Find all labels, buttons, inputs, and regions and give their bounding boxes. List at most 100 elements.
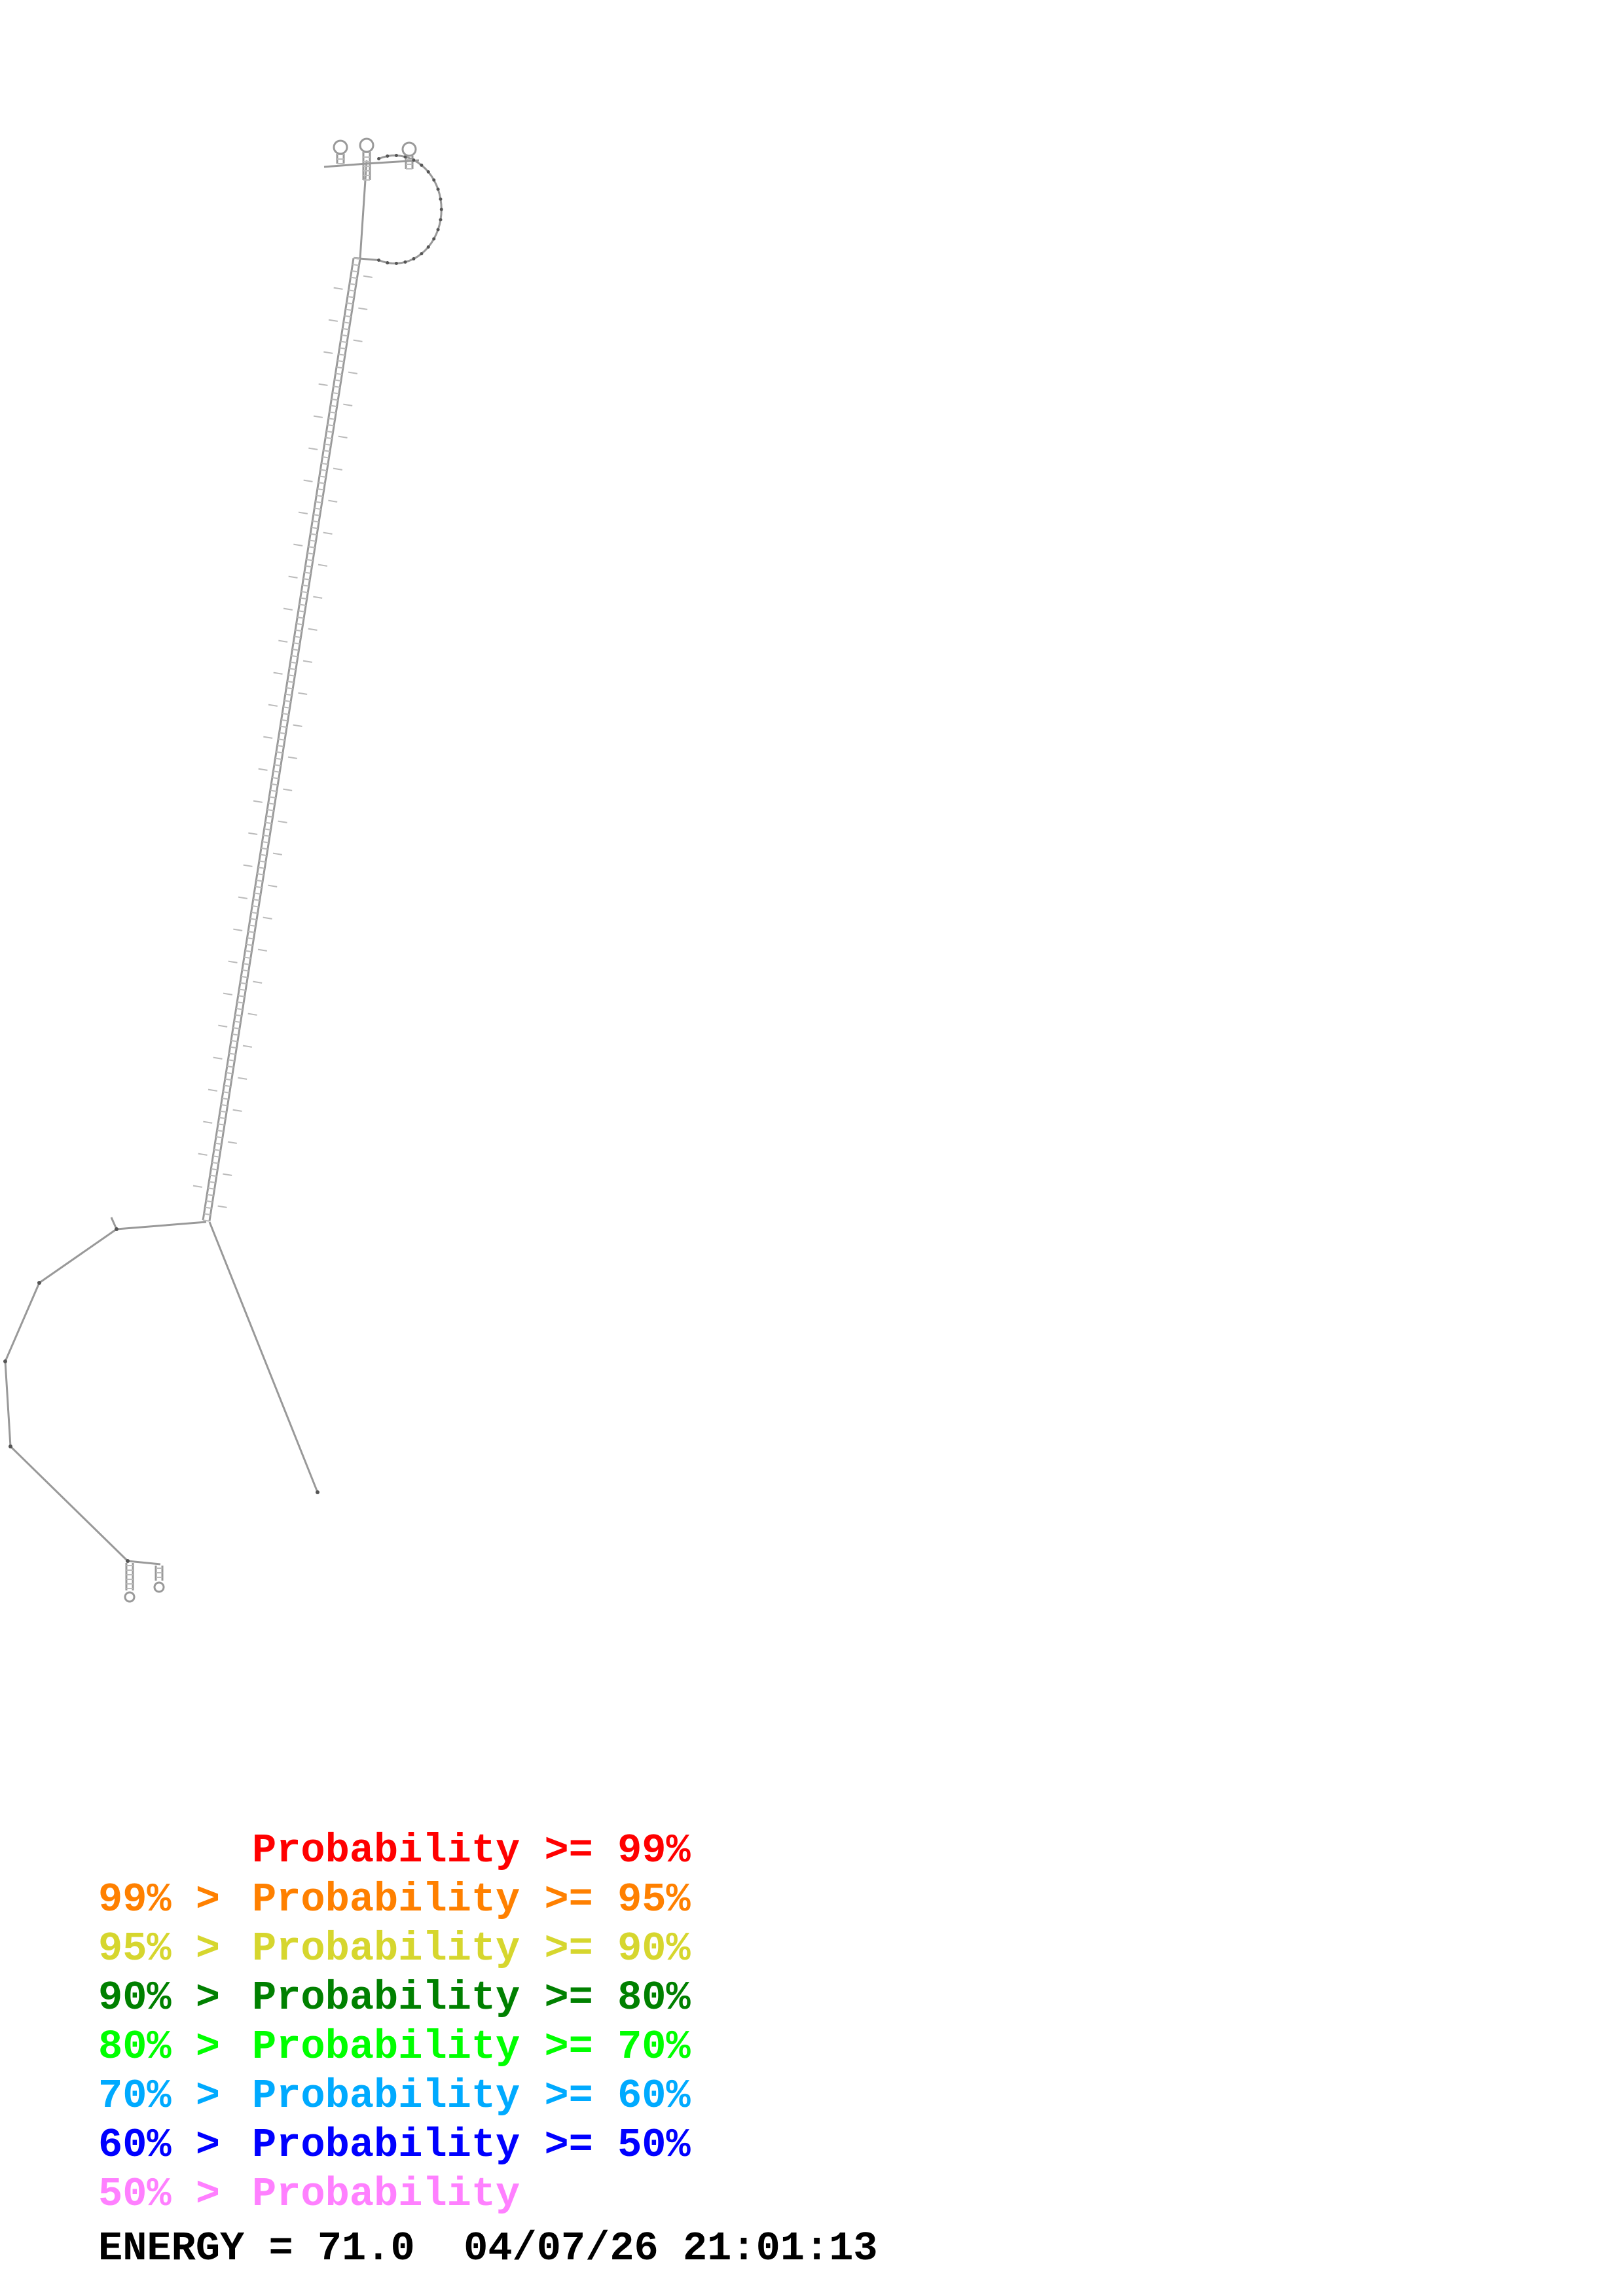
base-pair-bond: [289, 668, 296, 670]
nucleotide: [126, 1559, 130, 1563]
base-pair-bond: [310, 533, 318, 536]
legend-lower-bound: 70% >: [98, 2073, 221, 2119]
base-pair-bond: [344, 315, 352, 317]
base-pair-bond: [338, 353, 346, 356]
position-tick: [313, 596, 323, 599]
position-tick: [257, 948, 267, 952]
backbone-segment: [4, 1228, 129, 1562]
position-tick: [247, 1013, 257, 1016]
base-pair-bond: [306, 558, 314, 562]
position-tick: [298, 692, 308, 695]
base-pair-bonds: [126, 152, 412, 1589]
base-pair-bond: [270, 789, 277, 793]
base-pair-bond: [228, 1052, 236, 1055]
position-tick: [278, 820, 287, 823]
base-pair-bond: [283, 706, 290, 709]
timestamp: 04/07/26 21:01:13: [464, 2225, 878, 2272]
base-pair-bond: [328, 418, 335, 420]
backbone-segment: [110, 1217, 118, 1230]
position-tick: [298, 511, 308, 514]
base-pair-bond: [273, 770, 280, 773]
nucleotide: [403, 260, 407, 264]
legend-label: Probability: [252, 2171, 520, 2217]
nucleotide-3-prime-end: [316, 1490, 319, 1494]
base-pair-bond: [211, 1162, 219, 1164]
base-pair-bond: [254, 892, 261, 895]
base-pair-bond: [224, 1085, 231, 1087]
base-pair-bond: [323, 450, 331, 452]
nucleotide: [3, 1359, 7, 1363]
backbone-segment: [127, 1560, 161, 1566]
position-tick: [338, 435, 348, 439]
base-pair-bond: [249, 918, 257, 921]
legend-label: Probability >= 99%: [252, 1827, 691, 1874]
base-pair-bond: [204, 1213, 211, 1215]
base-pair-bond: [247, 931, 255, 933]
base-pair-bond: [342, 328, 350, 331]
rna-backbone: [4, 152, 443, 1590]
base-pair-bond: [331, 398, 338, 401]
base-pair-bond: [317, 488, 324, 491]
base-pair-bond: [337, 360, 344, 363]
position-tick: [198, 1153, 208, 1156]
base-pair-bond: [242, 969, 249, 972]
base-pair-bond: [255, 886, 262, 889]
base-pair-bond: [240, 982, 247, 985]
position-tick: [228, 960, 238, 963]
position-tick: [243, 864, 253, 867]
base-pair-bond: [333, 386, 340, 388]
base-pair-bond: [314, 507, 321, 510]
base-pair-bond: [206, 1200, 213, 1203]
position-tick: [363, 275, 373, 278]
legend-label: Probability >= 60%: [252, 2073, 691, 2119]
position-tick: [253, 800, 263, 803]
legend-label: Probability >= 50%: [252, 2122, 691, 2168]
position-tick: [323, 351, 333, 354]
base-pair-bond: [232, 1027, 240, 1030]
position-tick: [353, 339, 363, 342]
position-tick: [318, 564, 327, 567]
hairpin-loop-middle: [359, 137, 374, 153]
base-pair-bond: [263, 834, 270, 837]
position-tick: [333, 287, 343, 290]
base-pair-bond: [334, 379, 341, 382]
position-tick: [333, 467, 342, 471]
base-pair-bond: [313, 514, 320, 516]
base-pair-bond: [271, 783, 278, 786]
base-pair-bond: [330, 404, 337, 408]
base-pair-bond: [293, 642, 301, 645]
base-pair-bond: [279, 732, 286, 734]
nucleotide: [420, 163, 424, 167]
position-tick: [227, 1141, 237, 1144]
legend-label: Probability >= 95%: [252, 1876, 691, 1923]
base-pair-bond: [275, 757, 282, 761]
base-pair-bond: [300, 597, 307, 600]
position-tick: [328, 499, 338, 503]
position-tick: [323, 531, 333, 535]
base-pair-bond: [284, 700, 291, 702]
base-pair-bond: [215, 1142, 222, 1145]
base-pair-bond: [227, 1066, 234, 1068]
legend-label: Probability >= 70%: [252, 2024, 691, 2070]
base-pair-bond: [208, 1187, 215, 1190]
energy-footer: ENERGY = 71.0 04/07/26 21:01:13: [98, 2225, 878, 2272]
base-pair-bond: [264, 828, 271, 831]
position-tick: [263, 916, 272, 920]
base-pair-bond: [329, 411, 337, 414]
nucleotide: [9, 1444, 12, 1448]
legend-label: Probability >= 80%: [252, 1975, 691, 2021]
position-tick: [217, 1205, 227, 1208]
position-tick: [313, 415, 323, 418]
base-pair-bond: [326, 430, 333, 433]
position-tick: [308, 447, 318, 450]
base-pair-bond: [288, 674, 295, 677]
base-pair-bond: [272, 777, 279, 780]
base-pair-bond: [277, 745, 284, 747]
hairpin-loop-left: [333, 139, 348, 155]
legend-lower-bound: 90% >: [98, 1975, 221, 2021]
nucleotide: [436, 187, 440, 191]
nucleotide: [37, 1281, 41, 1285]
base-pair-bond: [223, 1091, 230, 1094]
base-pair-bond: [309, 539, 316, 542]
base-pair-bond: [308, 546, 316, 548]
